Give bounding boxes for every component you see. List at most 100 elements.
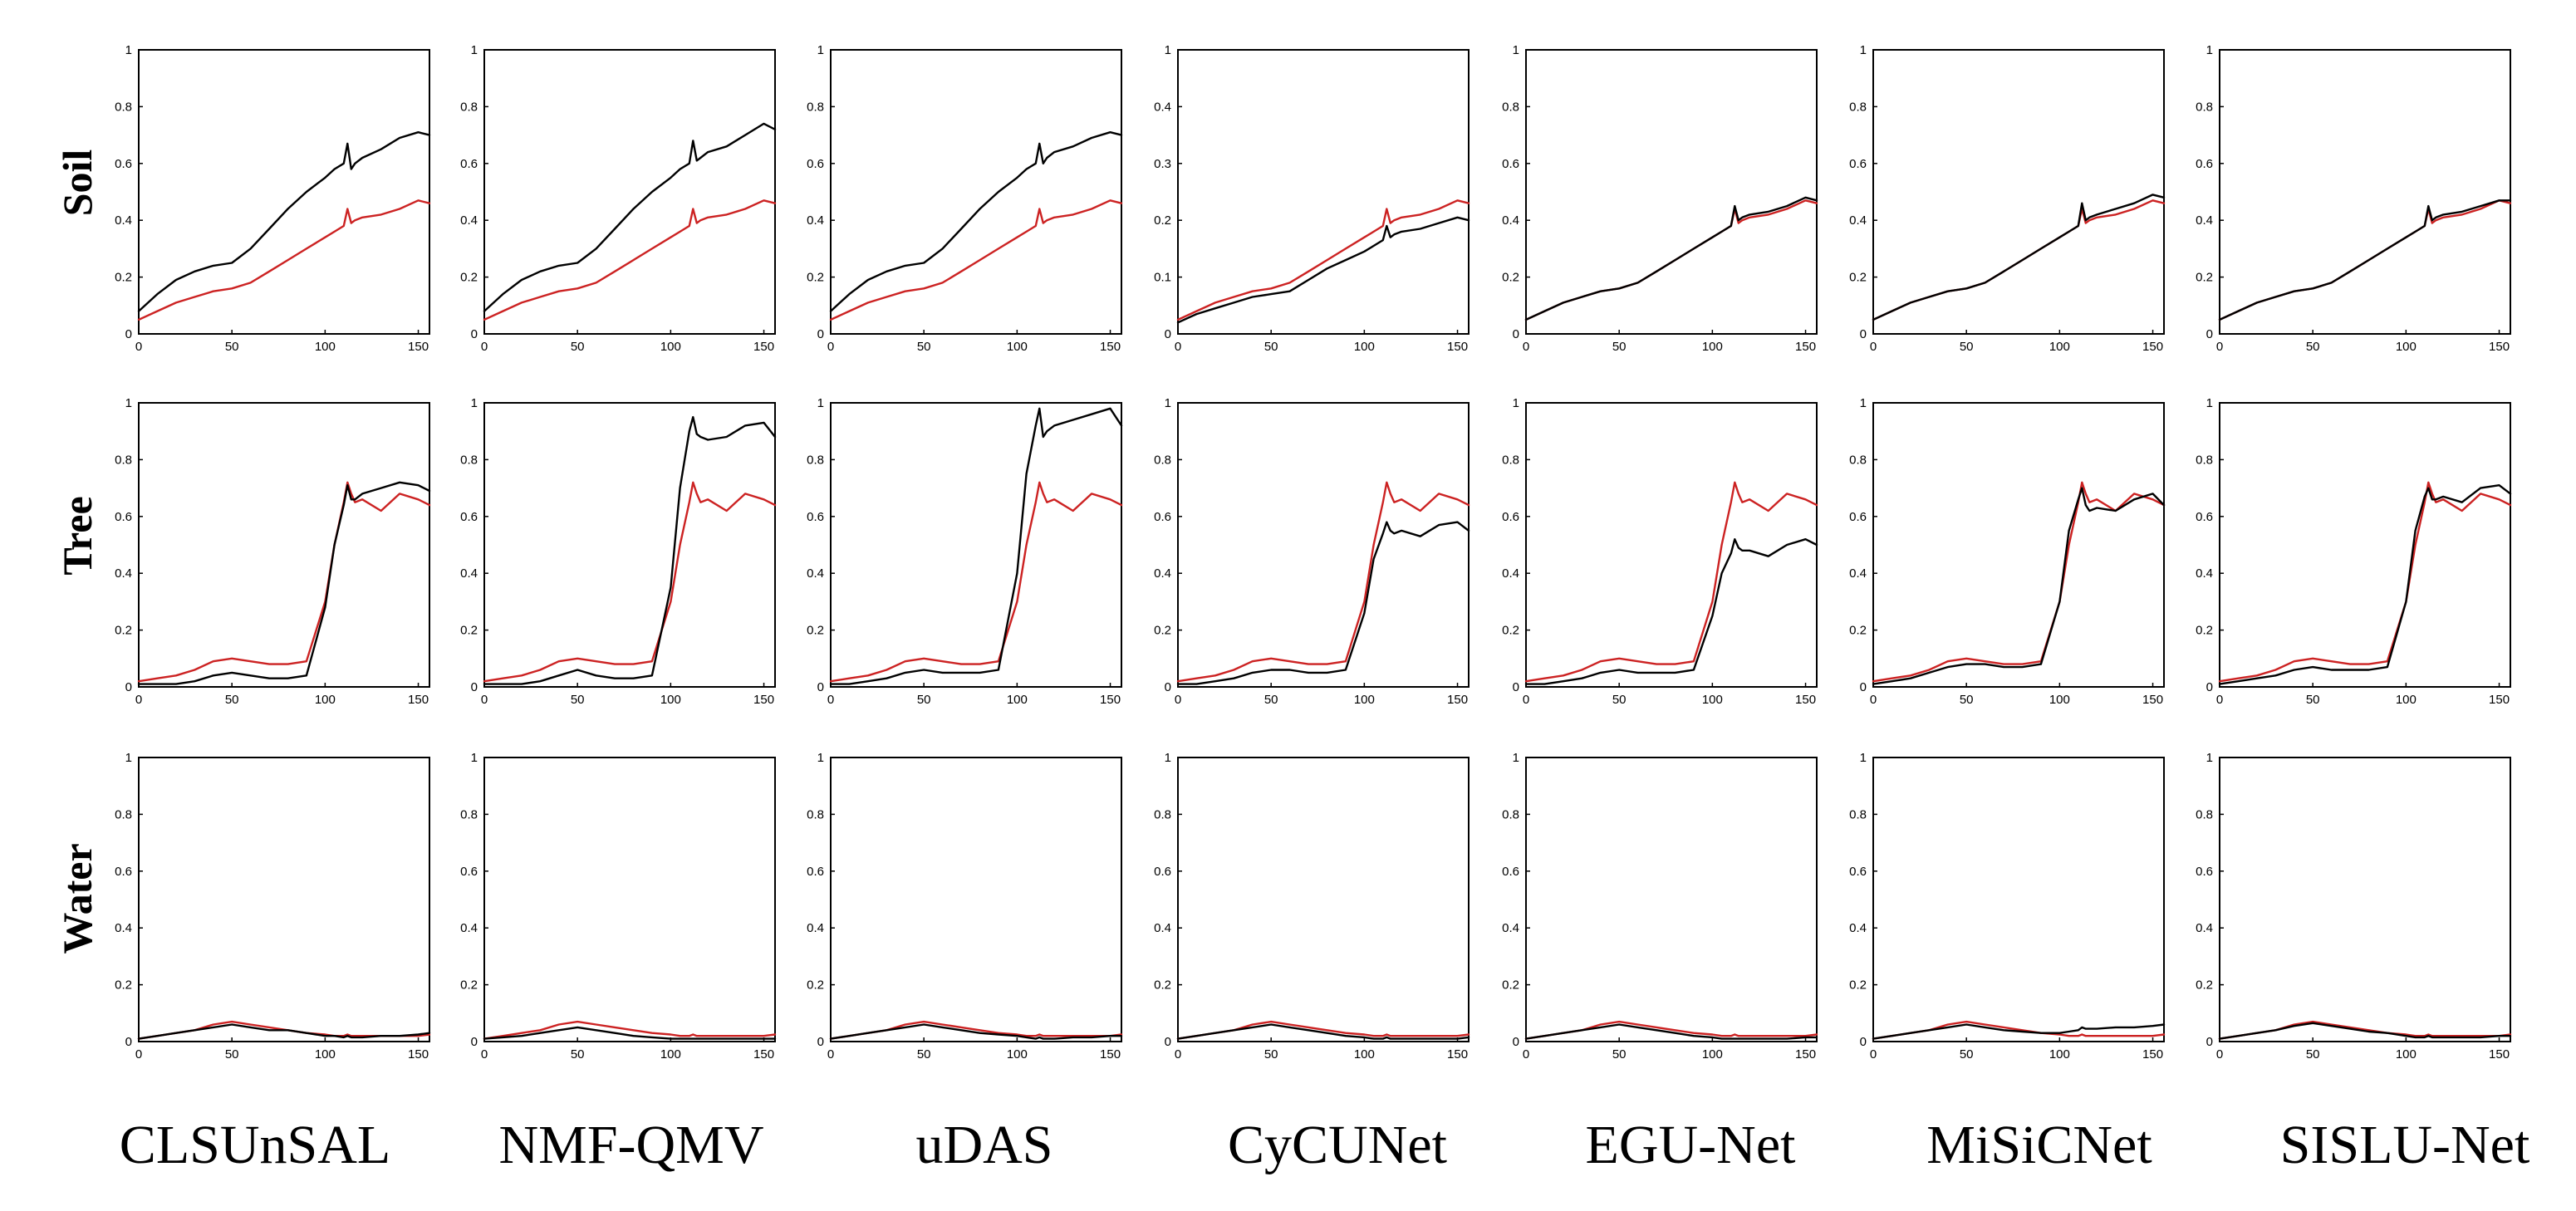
x-tick-label: 150	[1795, 693, 1816, 707]
x-tick-label: 100	[1702, 693, 1723, 707]
y-tick-label: 0.8	[2196, 807, 2213, 821]
x-tick-label: 50	[1264, 693, 1278, 707]
y-tick-label: 0.4	[460, 921, 478, 935]
y-tick-label: 1	[471, 396, 478, 410]
reference-spectrum-line	[2218, 199, 2512, 321]
y-tick-label: 0.8	[2196, 453, 2213, 467]
y-tick-label: 0.4	[1502, 566, 1519, 581]
y-tick-label: 0.6	[1849, 510, 1867, 524]
panel-sislu-net-water: 0 0.2 0.4 0.6 0.8 1 0 50 100 150	[2196, 751, 2512, 1061]
x-tick-label: 100	[1354, 1047, 1375, 1061]
y-tick-label: 0.4	[2196, 566, 2213, 581]
reference-spectrum-line	[1872, 199, 2166, 321]
y-tick-label: 0.6	[807, 865, 824, 879]
estimated-spectrum-line	[1872, 194, 2166, 321]
x-tick-label: 100	[2396, 1047, 2417, 1061]
x-tick-label: 150	[408, 1047, 429, 1061]
y-tick-label: 0	[471, 327, 478, 341]
reference-spectrum-line	[1872, 1020, 2166, 1040]
estimated-spectrum-line	[483, 122, 777, 312]
x-tick-label: 50	[571, 1047, 585, 1061]
x-tick-label: 50	[917, 340, 931, 354]
y-tick-label: 0.6	[1849, 865, 1867, 879]
reference-spectrum-line	[483, 481, 777, 683]
reference-spectrum-line	[1872, 481, 2166, 683]
y-tick-label: 0.8	[1849, 100, 1867, 114]
x-tick-label: 0	[1523, 693, 1529, 707]
y-tick-label: 0.2	[2196, 271, 2213, 285]
method-label-clsunsal: CLSUnSAL	[120, 1115, 390, 1175]
panel-cycunet-tree: 0 0.2 0.4 0.6 0.8 1 0 50 100 150	[1154, 396, 1470, 707]
panel-frame	[830, 402, 1122, 688]
x-tick-label: 0	[827, 1047, 834, 1061]
y-tick-label: 0.6	[2196, 157, 2213, 171]
x-tick-label: 50	[1264, 1047, 1278, 1061]
panel-misicnet-water: 0 0.2 0.4 0.6 0.8 1 0 50 100 150	[1849, 751, 2166, 1061]
panel-frame	[1177, 757, 1470, 1042]
y-tick-label: 0.4	[460, 566, 478, 581]
y-tick-label: 1	[1513, 396, 1519, 410]
x-tick-label: 50	[1612, 693, 1627, 707]
y-tick-label: 0	[817, 1035, 824, 1049]
x-tick-label: 150	[2142, 1047, 2163, 1061]
y-tick-label: 0.2	[2196, 624, 2213, 638]
y-tick-label: 0.1	[1154, 271, 1171, 285]
estimated-spectrum-line	[829, 130, 1123, 312]
y-tick-label: 0.2	[115, 978, 132, 993]
estimated-spectrum-line	[1176, 216, 1470, 324]
y-tick-label: 1	[2206, 751, 2213, 765]
x-tick-label: 150	[1100, 1047, 1121, 1061]
y-tick-label: 0	[1513, 327, 1519, 341]
y-tick-label: 1	[1513, 751, 1519, 765]
x-tick-label: 100	[660, 340, 681, 354]
y-tick-label: 0.4	[115, 213, 132, 228]
y-tick-label: 1	[1165, 396, 1171, 410]
y-tick-label: 0.8	[1154, 807, 1171, 821]
y-tick-label: 0.8	[460, 807, 478, 821]
y-tick-label: 0.2	[460, 271, 478, 285]
x-tick-label: 150	[753, 1047, 774, 1061]
panel-frame	[138, 757, 430, 1042]
estimated-spectrum-line	[1524, 196, 1818, 321]
x-tick-label: 150	[2142, 340, 2163, 354]
panel-misicnet-tree: 0 0.2 0.4 0.6 0.8 1 0 50 100 150	[1849, 396, 2166, 707]
x-tick-label: 0	[135, 693, 142, 707]
x-tick-label: 50	[2306, 1047, 2320, 1061]
panel-clsunsal-tree: 0 0.2 0.4 0.6 0.8 1 0 50 100 150	[115, 396, 431, 707]
x-tick-label: 0	[1175, 340, 1181, 354]
panel-misicnet-soil: 0 0.2 0.4 0.6 0.8 1 0 50 100 150	[1849, 43, 2166, 354]
x-tick-label: 50	[225, 1047, 239, 1061]
x-tick-label: 0	[1523, 1047, 1529, 1061]
y-tick-label: 1	[125, 751, 132, 765]
reference-spectrum-line	[1176, 1020, 1470, 1040]
x-tick-label: 0	[1523, 340, 1529, 354]
y-tick-label: 0.2	[807, 624, 824, 638]
x-tick-label: 150	[1100, 693, 1121, 707]
x-tick-label: 100	[315, 693, 336, 707]
panel-nmf-qmv-tree: 0 0.2 0.4 0.6 0.8 1 0 50 100 150	[460, 396, 777, 707]
y-tick-label: 0	[1860, 327, 1867, 341]
y-tick-label: 1	[817, 396, 824, 410]
estimated-spectrum-line	[137, 130, 431, 312]
y-tick-label: 0	[1165, 327, 1171, 341]
reference-spectrum-line	[829, 199, 1123, 321]
y-tick-label: 1	[2206, 43, 2213, 57]
x-tick-label: 0	[1870, 693, 1877, 707]
y-tick-label: 0	[1860, 680, 1867, 694]
x-tick-label: 50	[1960, 1047, 1974, 1061]
y-tick-label: 0.2	[1849, 271, 1867, 285]
x-tick-label: 50	[2306, 340, 2320, 354]
panel-egu-net-water: 0 0.2 0.4 0.6 0.8 1 0 50 100 150	[1502, 751, 1818, 1061]
x-tick-label: 50	[1612, 340, 1627, 354]
estimated-spectrum-line	[1872, 487, 2166, 685]
y-tick-label: 0.6	[115, 865, 132, 879]
method-label-sislu-net: SISLU-Net	[2280, 1115, 2530, 1175]
y-tick-label: 0.2	[807, 271, 824, 285]
reference-spectrum-line	[483, 199, 777, 321]
estimated-spectrum-line	[1524, 1023, 1818, 1040]
x-tick-label: 50	[1264, 340, 1278, 354]
x-tick-label: 50	[1960, 340, 1974, 354]
reference-spectrum-line	[1524, 481, 1818, 683]
reference-spectrum-line	[1524, 199, 1818, 321]
x-tick-label: 100	[1702, 340, 1723, 354]
